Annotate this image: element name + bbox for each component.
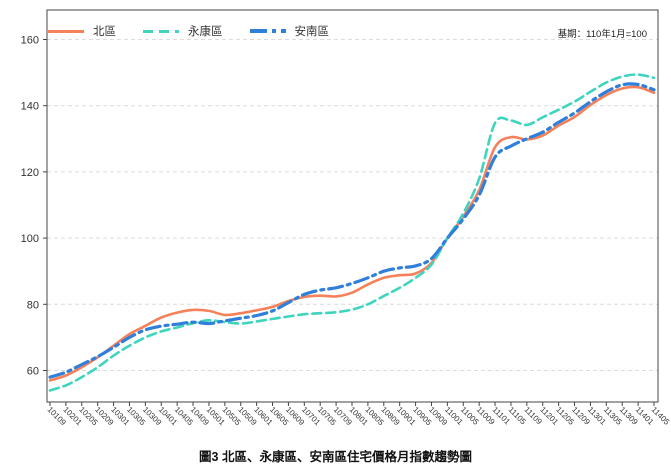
y-tick-label: 100 [21, 233, 39, 245]
legend-item-北區: 北區 [48, 23, 116, 39]
legend-label: 安南區 [294, 26, 330, 38]
series-line-永康區 [48, 73, 656, 392]
y-tick-label: 60 [27, 366, 39, 378]
legend-swatch-solid [48, 29, 84, 33]
legend-item-永康區: 永康區 [143, 23, 223, 39]
y-tick-label: 140 [21, 101, 39, 113]
legend-item-安南區: 安南區 [249, 23, 330, 39]
legend-label: 北區 [93, 26, 116, 38]
y-tick-label: 160 [21, 35, 39, 47]
legend-label: 永康區 [188, 26, 223, 38]
figure-caption: 圖3 北區、永康區、安南區住宅價格月指數趨勢圖 [199, 450, 472, 464]
series-line-北區 [48, 85, 656, 382]
base-period-note: 基期：110年1月=100 [557, 29, 647, 40]
chart-legend: 北區 永康區 安南區 [48, 22, 356, 40]
line-chart-canvas: 6080100120140160101091020110205102091030… [21, 9, 671, 428]
legend-swatch-dash-dot [249, 29, 286, 33]
y-tick-label: 80 [27, 299, 39, 311]
x-tick-label: 11405 [650, 405, 671, 427]
y-tick-label: 120 [21, 167, 39, 179]
series-line-安南區 [48, 82, 656, 379]
legend-swatch-dashed [143, 29, 179, 33]
plot-border [46, 9, 659, 403]
